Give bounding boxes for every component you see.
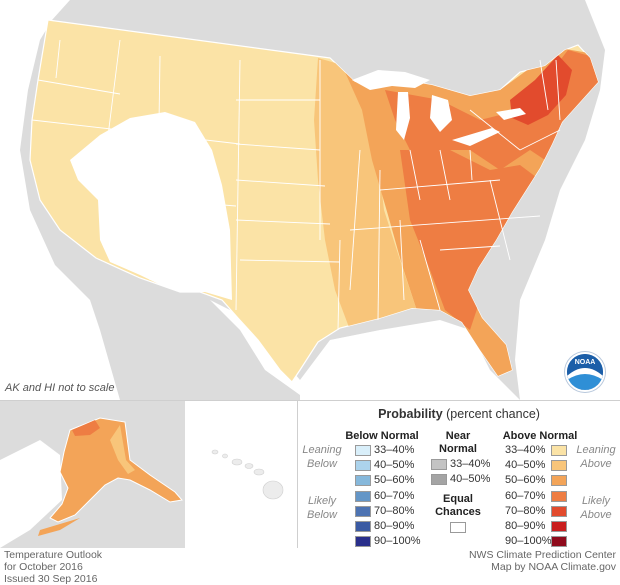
above-leaning-label-2: Above (580, 458, 612, 470)
below-likely-label-1: Likely (307, 495, 337, 507)
pacific-ocean (0, 0, 120, 400)
below-swatch-5 (355, 521, 371, 532)
equal-chances-region (70, 112, 232, 300)
above-swatch-1 (551, 460, 567, 472)
below-range-label-4: 70–80% (374, 504, 415, 517)
alaska-shape (49, 417, 183, 523)
lake-superior (352, 70, 430, 90)
below-swatch-0 (355, 445, 371, 456)
above-swatch-3 (551, 490, 567, 502)
above-likely-label-2: Above (580, 509, 612, 521)
above-range-label-4: 70–80% (505, 504, 546, 517)
above-range-label-1: 40–50% (505, 459, 546, 472)
scale-note: AK and HI not to scale (5, 382, 115, 394)
equal-chances-label-1: Equal (443, 493, 473, 505)
conus-map (0, 0, 620, 400)
below-range-label-0: 33–40% (374, 444, 415, 456)
below-leaning-label-1: Leaning (302, 444, 342, 456)
above-range-label-6: 90–100% (505, 535, 552, 548)
below-swatch-2 (355, 475, 371, 487)
above-40-50-region (314, 58, 420, 330)
above-swatch-6 (551, 536, 567, 548)
above-range-label-2: 50–60% (505, 474, 546, 487)
below-range-label-5: 80–90% (374, 520, 415, 532)
legend: Probability (percent chance) Below Norma… (298, 401, 620, 548)
hawaii-islands (211, 449, 284, 500)
below-leaning-label-2: Below (307, 458, 337, 470)
lake-ontario (496, 108, 526, 120)
above-swatch-5 (551, 521, 567, 532)
below-normal-header: Below Normal (345, 430, 419, 442)
atlantic-ocean (515, 0, 620, 400)
lake-erie (452, 128, 500, 146)
near-normal-header-1: Near (445, 430, 471, 442)
above-likely-label-1: Likely (581, 495, 611, 507)
footer-credit: Map by NOAA Climate.gov (491, 561, 616, 573)
footer-left: Temperature Outlook for October 2016 Iss… (4, 549, 102, 585)
footer-source: NWS Climate Prediction Center (468, 549, 616, 561)
above-range-label-3: 60–70% (505, 489, 546, 502)
near-range-label-0: 33–40% (450, 458, 491, 470)
equal-chances-swatch (450, 522, 466, 533)
above-swatch-0 (551, 445, 567, 456)
below-range-label-1: 40–50% (374, 459, 415, 472)
divider-vertical (297, 400, 298, 548)
above-swatch-4 (551, 505, 567, 517)
near-normal-header-2: Normal (439, 443, 477, 455)
below-swatch-3 (355, 490, 371, 502)
footer-title: Temperature Outlook (4, 549, 103, 561)
near-swatch-1 (431, 474, 447, 486)
above-swatch-2 (551, 475, 567, 487)
hawaii-inset (185, 400, 297, 548)
footer-issued: Issued 30 Sep 2016 (4, 573, 98, 585)
noaa-logo-text: NOAA (574, 359, 596, 366)
divider-horizontal (0, 400, 620, 401)
below-swatch-1 (355, 460, 371, 472)
above-normal-header: Above Normal (502, 430, 578, 442)
below-swatch-6 (355, 536, 371, 548)
lake-huron (430, 95, 452, 132)
lake-michigan (396, 92, 410, 140)
noaa-logo: NOAA (565, 352, 605, 392)
above-range-label-5: 80–90% (505, 520, 546, 532)
equal-chances-label-2: Chances (435, 506, 481, 518)
above-leaning-label-1: Leaning (576, 444, 616, 456)
noaa-bird-icon (567, 354, 603, 390)
near-swatch-0 (431, 459, 447, 470)
below-range-label-2: 50–60% (374, 474, 415, 487)
footer-period: for October 2016 (4, 561, 83, 573)
above-range-label-0: 33–40% (505, 444, 546, 456)
below-swatch-4 (355, 505, 371, 517)
legend-title: Probability (percent chance) (378, 407, 540, 421)
footer-right: NWS Climate Prediction Center Map by NOA… (469, 549, 616, 573)
mexico-land (130, 300, 300, 400)
below-range-label-6: 90–100% (374, 535, 421, 548)
alaska-inset (0, 400, 185, 548)
below-range-label-3: 60–70% (374, 489, 415, 502)
near-range-label-1: 40–50% (450, 473, 491, 486)
below-likely-label-2: Below (307, 509, 337, 521)
state-borders (31, 39, 561, 331)
